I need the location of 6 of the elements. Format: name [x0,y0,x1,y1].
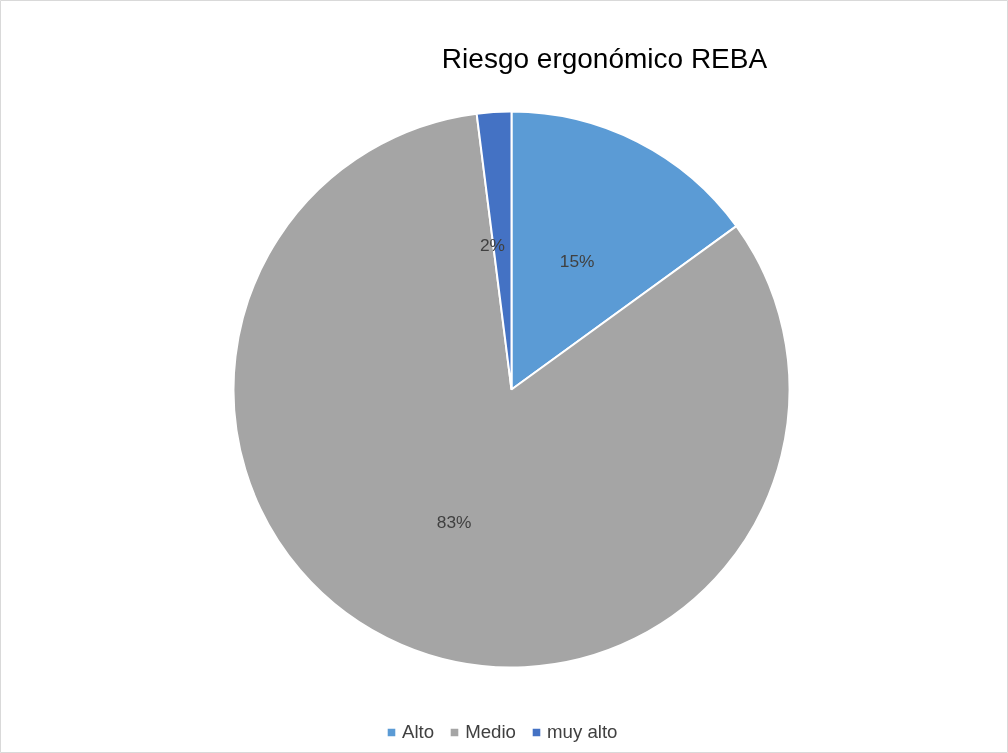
data-label: 83% [436,512,472,533]
legend-label: Medio [465,721,516,743]
chart-title: Riesgo ergonómico REBA [441,43,768,74]
legend-label: muy alto [546,721,618,743]
legend-label: Alto [402,721,435,743]
data-label: 15% [559,250,595,271]
